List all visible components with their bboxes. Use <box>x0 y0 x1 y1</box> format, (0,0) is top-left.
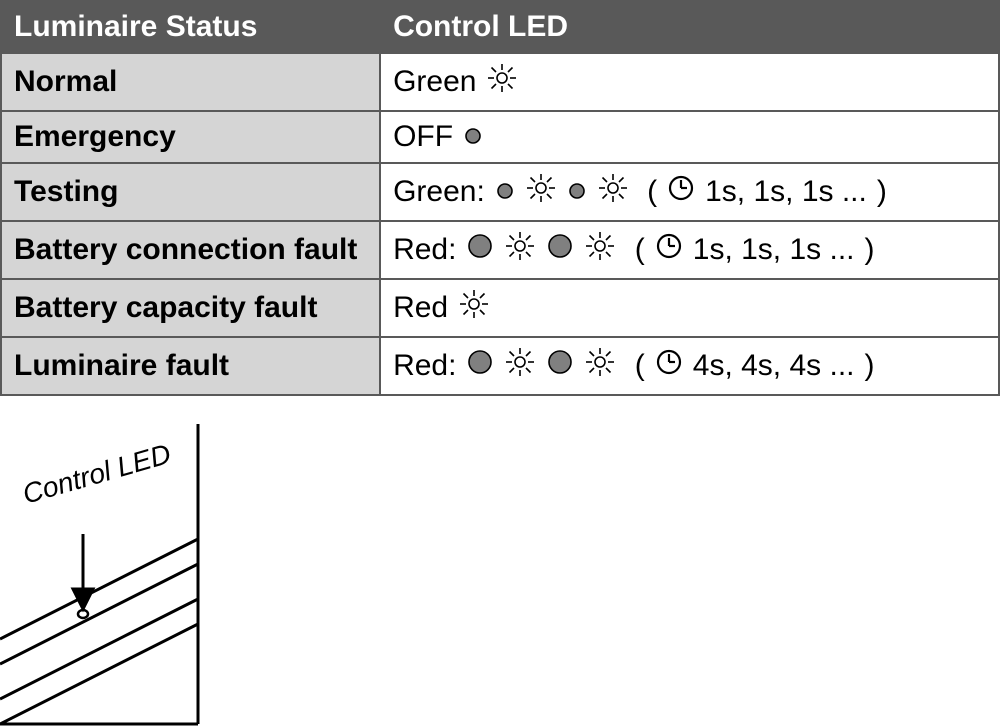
dot-off-icon <box>463 120 483 154</box>
header-status: Luminaire Status <box>1 1 380 53</box>
status-cell: Battery capacity fault <box>1 279 380 337</box>
status-cell: Emergency <box>1 111 380 163</box>
led-cell: Red <box>380 279 999 337</box>
dot-off-icon <box>567 175 587 209</box>
dot-off-icon <box>495 175 515 209</box>
table-row: Luminaire fault Red: ( <box>1 337 999 395</box>
paren-open: ( <box>639 175 657 209</box>
table-row: Battery capacity fault Red <box>1 279 999 337</box>
paren-close: ) <box>865 349 875 383</box>
paren-close: ) <box>877 175 887 209</box>
dot-off-large-icon <box>466 348 494 384</box>
led-cell: Red: ( <box>380 221 999 279</box>
paren-open: ( <box>626 349 644 383</box>
led-prefix: OFF <box>393 120 453 154</box>
table-row: Normal Green <box>1 53 999 111</box>
dot-off-large-icon <box>546 348 574 384</box>
paren-open: ( <box>626 233 644 267</box>
sun-icon <box>504 346 536 386</box>
led-cell: Green: ( <box>380 163 999 221</box>
table-row: Testing Green: ( <box>1 163 999 221</box>
led-prefix: Green: <box>393 175 485 209</box>
timing-text: 1s, 1s, 1s ... <box>693 233 855 267</box>
led-prefix: Red: <box>393 233 456 267</box>
table-row: Battery connection fault Red: <box>1 221 999 279</box>
sun-icon <box>584 230 616 270</box>
led-prefix: Green <box>393 65 476 99</box>
status-cell: Luminaire fault <box>1 337 380 395</box>
led-cell: OFF <box>380 111 999 163</box>
clock-icon <box>655 348 683 384</box>
status-cell: Battery connection fault <box>1 221 380 279</box>
led-location-diagram: Control LED <box>0 424 200 726</box>
dot-off-large-icon <box>546 232 574 268</box>
clock-icon <box>655 232 683 268</box>
table-row: Emergency OFF <box>1 111 999 163</box>
status-table: Luminaire Status Control LED Normal Gree… <box>0 0 1000 396</box>
status-cell: Normal <box>1 53 380 111</box>
led-cell: Red: ( <box>380 337 999 395</box>
dot-off-large-icon <box>466 232 494 268</box>
timing-text: 1s, 1s, 1s ... <box>705 175 867 209</box>
clock-icon <box>667 174 695 210</box>
timing-text: 4s, 4s, 4s ... <box>693 349 855 383</box>
status-cell: Testing <box>1 163 380 221</box>
sun-icon <box>486 62 518 102</box>
header-led: Control LED <box>380 1 999 53</box>
led-cell: Green <box>380 53 999 111</box>
diagram-label: Control LED <box>19 438 174 510</box>
sun-icon <box>584 346 616 386</box>
paren-close: ) <box>865 233 875 267</box>
led-prefix: Red <box>393 291 448 325</box>
sun-icon <box>597 172 629 212</box>
sun-icon <box>458 288 490 328</box>
sun-icon <box>504 230 536 270</box>
led-prefix: Red: <box>393 349 456 383</box>
sun-icon <box>525 172 557 212</box>
